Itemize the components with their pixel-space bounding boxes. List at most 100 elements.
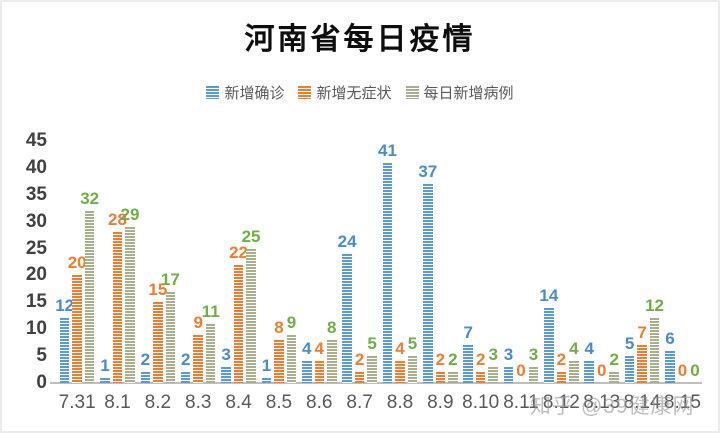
bar-value-label: 3	[488, 344, 498, 364]
x-tick-label: 8.11	[503, 392, 539, 413]
bar-新增确诊-8.3	[180, 372, 191, 383]
bar-新增确诊-7.31	[59, 318, 70, 383]
bar-每日新增病例-8.2	[165, 291, 176, 383]
bar-每日新增病例-8.13	[609, 372, 619, 383]
x-tick-label: 8.1	[104, 392, 131, 413]
bar-每日新增病例-8.12	[569, 361, 579, 383]
bar-value-label: 6	[665, 328, 675, 348]
bar-新增确诊-8.1	[100, 377, 110, 383]
bar-value-label: 20	[67, 253, 87, 273]
y-tick-label: 30	[25, 210, 47, 232]
bar-新增确诊-8.8	[382, 162, 393, 383]
legend-item-1: 新增无症状	[298, 82, 392, 103]
x-tick-label: 8.2	[144, 392, 172, 413]
bar-value-label: 14	[539, 285, 559, 305]
bar-value-label: 17	[160, 269, 180, 289]
x-tick-label: 8.9	[427, 392, 454, 413]
bar-新增无症状-8.1	[112, 232, 123, 383]
bar-每日新增病例-8.1	[125, 227, 135, 383]
bar-value-label: 2	[435, 350, 446, 370]
bar-value-label: 2	[556, 350, 567, 370]
bar-新增无症状-8.3	[193, 334, 203, 383]
bar-value-label: 4	[569, 339, 579, 359]
bar-每日新增病例-8.5	[286, 334, 297, 383]
bar-新增无症状-8.2	[153, 302, 163, 383]
x-tick-label: 8.13	[583, 392, 621, 413]
bar-新增确诊-8.6	[302, 361, 312, 383]
legend-swatch-icon	[206, 86, 220, 99]
bar-value-label: 7	[463, 323, 473, 343]
y-tick-label: 20	[25, 264, 47, 286]
bar-value-label: 7	[637, 323, 647, 343]
bar-value-label: 5	[367, 334, 377, 354]
legend-swatch-icon	[298, 86, 312, 99]
chart-title: 河南省每日疫情	[244, 23, 476, 56]
bar-每日新增病例-8.6	[327, 339, 337, 383]
bar-每日新增病例-8.4	[246, 248, 256, 383]
bar-value-label: 11	[201, 301, 220, 321]
bar-value-label: 28	[108, 210, 127, 230]
bar-value-label: 0	[516, 361, 526, 380]
x-tick-label: 8.12	[542, 392, 580, 413]
bar-新增确诊-8.12	[544, 307, 554, 383]
bar-value-label: 32	[80, 188, 100, 208]
bar-value-label: 0	[690, 361, 700, 380]
legend-label: 新增确诊	[224, 85, 285, 102]
bar-value-label: 9	[286, 312, 297, 332]
x-tick-label: 8.6	[306, 392, 333, 413]
y-tick-label: 25	[25, 237, 47, 259]
watermark: 知乎 @39健康网	[530, 395, 695, 418]
x-tick-label: 8.10	[462, 392, 500, 413]
x-tick-label: 8.8	[386, 392, 414, 413]
x-tick-label: 7.31	[58, 392, 96, 413]
bar-新增无症状-8.9	[435, 372, 446, 383]
bar-新增确诊-8.7	[342, 253, 352, 383]
y-tick-label: 40	[25, 156, 47, 178]
bar-value-label: 2	[609, 350, 619, 370]
bar-value-label: 5	[624, 334, 635, 354]
x-tick-label: 8.3	[185, 392, 212, 413]
bar-value-label: 4	[302, 339, 312, 359]
legend-label: 每日新增病例	[423, 85, 514, 102]
bar-新增确诊-8.4	[221, 366, 231, 383]
y-tick-label: 45	[25, 130, 47, 151]
bar-新增无症状-8.4	[233, 264, 244, 383]
bar-value-label: 24	[337, 231, 357, 251]
legend-label: 新增无症状	[316, 85, 392, 102]
bar-value-label: 1	[261, 355, 272, 375]
y-tick-label: 10	[25, 318, 47, 340]
bar-value-label: 8	[327, 317, 337, 337]
bar-新增无症状-8.7	[354, 372, 365, 383]
y-tick-label: 0	[36, 372, 47, 393]
bar-value-label: 12	[55, 296, 75, 316]
bar-新增无症状-8.10	[475, 372, 486, 383]
y-tick-label: 35	[25, 183, 47, 205]
x-tick-label: 8.5	[265, 392, 293, 413]
bar-value-label: 3	[221, 344, 231, 364]
bar-value-label: 4	[584, 339, 594, 359]
bar-每日新增病例-8.10	[488, 366, 498, 383]
bar-value-label: 2	[448, 350, 458, 370]
bar-每日新增病例-8.14	[649, 318, 660, 383]
bar-每日新增病例-8.8	[407, 356, 418, 383]
bar-value-label: 2	[180, 350, 191, 370]
bar-value-label: 25	[241, 226, 261, 246]
bar-value-label: 3	[503, 344, 514, 364]
bar-新增无症状-8.5	[274, 339, 284, 383]
bar-每日新增病例-8.7	[367, 356, 377, 383]
bar-每日新增病例-7.31	[84, 210, 95, 383]
x-tick-label: 8.7	[346, 392, 373, 413]
bar-每日新增病例-8.11	[528, 366, 539, 383]
y-tick-label: 5	[36, 345, 47, 367]
bar-每日新增病例-8.3	[205, 323, 216, 383]
bar-value-label: 9	[193, 312, 203, 332]
y-tick-label: 15	[25, 291, 47, 313]
bar-新增确诊-8.15	[665, 350, 675, 383]
x-axis-line	[50, 382, 702, 384]
bar-新增确诊-8.14	[624, 356, 635, 383]
bar-value-label: 29	[120, 205, 140, 225]
bar-新增确诊-8.5	[261, 377, 272, 383]
bar-新增确诊-8.10	[463, 345, 473, 383]
bar-value-label: 1	[100, 355, 110, 375]
bar-value-label: 41	[378, 140, 397, 160]
